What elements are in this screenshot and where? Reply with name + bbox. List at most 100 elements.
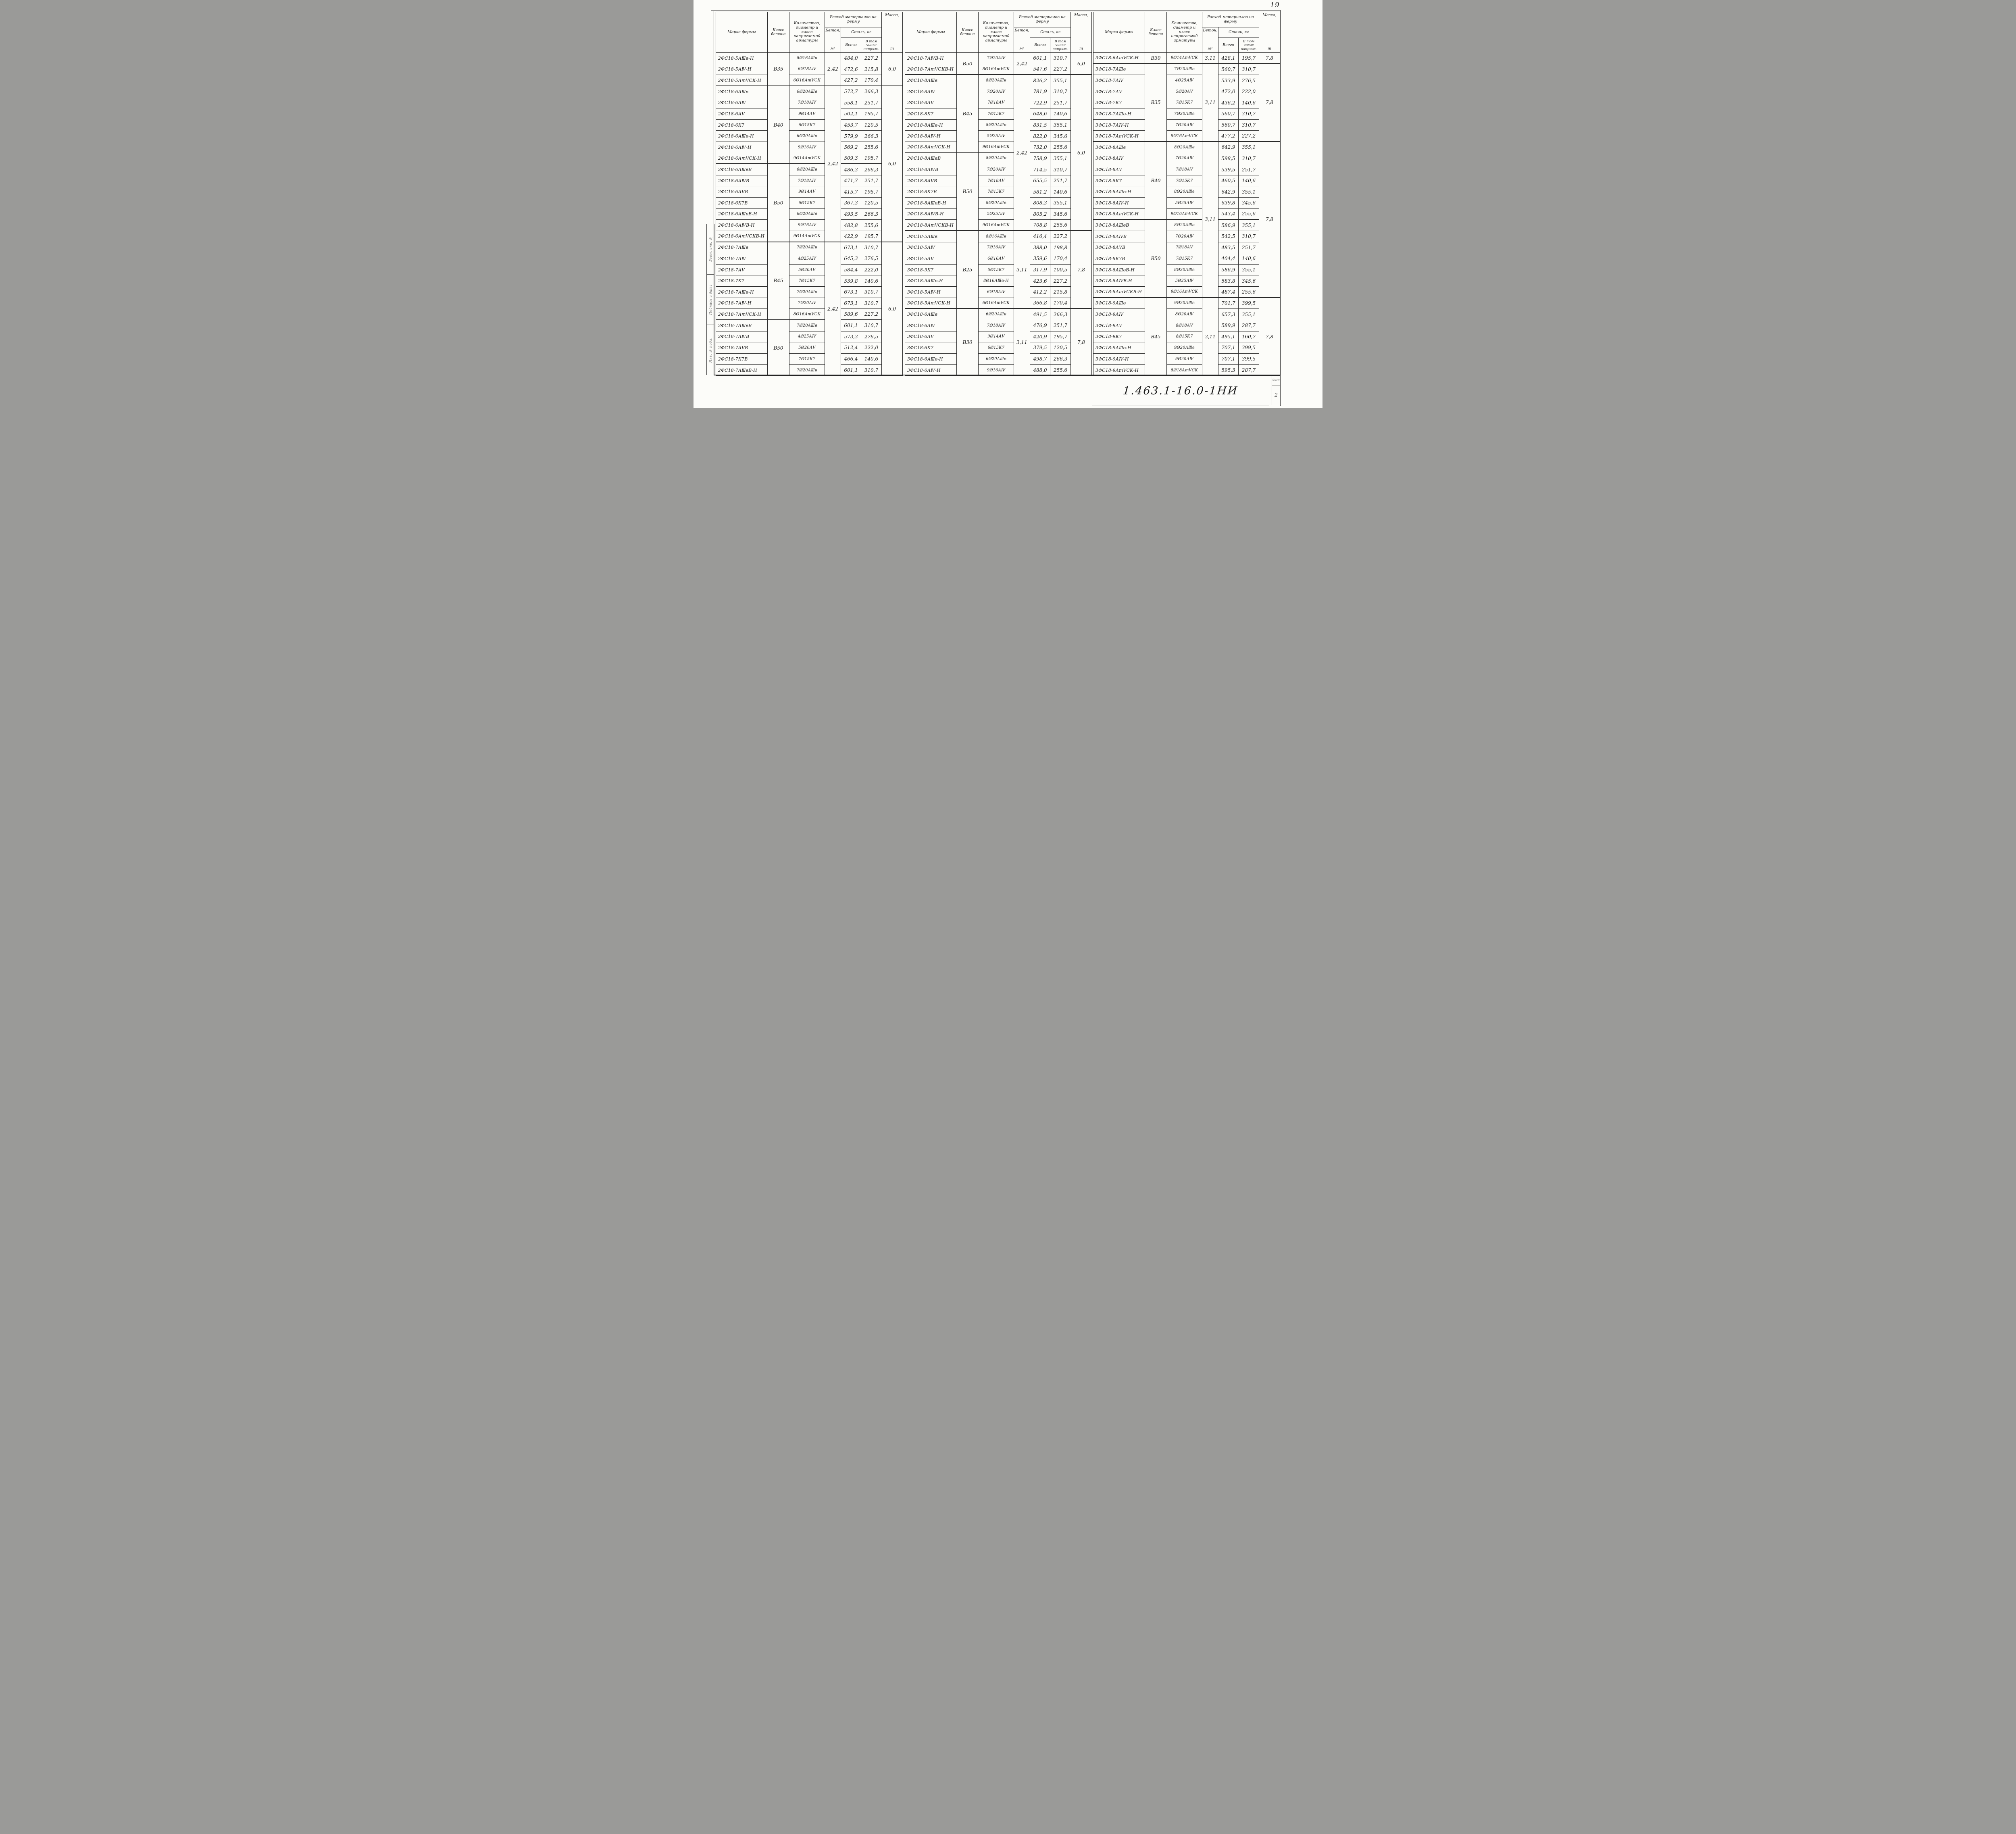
steel-total-cell: 560,7 — [1218, 119, 1239, 131]
reinforcement-cell: 6Ø15К7 — [789, 119, 825, 131]
steel-prestressed-cell: 266,3 — [861, 131, 882, 142]
reinforcement-cell: 9Ø20АⅣ — [1167, 353, 1202, 365]
mass-cell: 6,0 — [1071, 75, 1091, 231]
steel-total-cell: 579,9 — [841, 131, 861, 142]
truss-mark-cell: 2ФС18-8АⅢвВ-Н — [905, 198, 957, 209]
truss-mark-cell: 3ФС18-6АⅢв — [905, 309, 957, 320]
steel-prestressed-cell: 276,5 — [861, 253, 882, 265]
steel-prestressed-cell: 170,4 — [861, 75, 882, 86]
header-concrete-top: Бетон, — [825, 28, 840, 33]
title-block-sheet-box: Лист 2 — [1272, 375, 1281, 405]
reinforcement-cell: 7Ø20АⅣ — [1167, 153, 1202, 165]
truss-mark-cell: 3ФС18-5АⅤ — [905, 253, 957, 265]
steel-prestressed-cell: 255,6 — [1050, 142, 1071, 153]
steel-total-cell: 542,5 — [1218, 231, 1239, 242]
header-consumption: Расход материалов на ферму — [1014, 12, 1071, 27]
truss-mark-cell: 3ФС18-5АтⅤСК-Н — [905, 298, 957, 309]
header-steel: Сталь, кг — [1030, 27, 1071, 38]
steel-prestressed-cell: 255,6 — [861, 142, 882, 153]
truss-mark-cell: 3ФС18-7АⅢв-Н — [1093, 108, 1145, 120]
steel-total-cell: 708,8 — [1030, 220, 1050, 231]
steel-total-cell: 379,5 — [1030, 342, 1050, 354]
truss-mark-cell: 2ФС18-8АⅣ — [905, 86, 957, 98]
reinforcement-cell: 6Ø16АтⅤСК — [979, 298, 1014, 309]
concrete-class-cell: В25 — [957, 231, 979, 309]
steel-total-cell: 491,5 — [1030, 309, 1050, 320]
truss-mark-cell: 2ФС18-7АтⅤСК-Н — [716, 309, 768, 320]
scanned-spec-sheet: 19 Взам. инв. № Подпись и дата Инв. № по… — [694, 0, 1322, 408]
truss-mark-cell: 3ФС18-8АⅢвВ-Н — [1093, 264, 1145, 276]
truss-mark-cell: 3ФС18-9АтⅤСК-Н — [1093, 365, 1145, 376]
steel-total-cell: 601,1 — [841, 365, 861, 376]
reinforcement-cell: 8Ø15К7 — [1167, 331, 1202, 343]
steel-total-cell: 493,5 — [841, 208, 861, 220]
steel-prestressed-cell: 355,1 — [1050, 75, 1071, 86]
steel-prestressed-cell: 355,1 — [1050, 119, 1071, 131]
header-concrete-top: Бетон, — [1014, 28, 1029, 33]
reinforcement-cell: 8Ø16АⅢв-Н — [979, 275, 1014, 287]
truss-mark-cell: 2ФС18-6К7В — [716, 198, 768, 209]
steel-prestressed-cell: 140,6 — [861, 353, 882, 365]
steel-total-cell: 572,7 — [841, 86, 861, 98]
concrete-volume-cell: 3,11 — [1202, 64, 1218, 142]
steel-prestressed-cell: 310,7 — [861, 287, 882, 298]
steel-total-cell: 427,2 — [841, 75, 861, 86]
concrete-volume-cell: 3,11 — [1202, 142, 1218, 298]
truss-mark-cell: 3ФС18-7АтⅤСК-Н — [1093, 131, 1145, 142]
concrete-volume-cell: 2,42 — [825, 242, 841, 376]
reinforcement-cell: 8Ø20АⅢв — [979, 75, 1014, 86]
margin-cell: Инв. № подл. — [707, 325, 714, 375]
header-concrete-volume: Бетон, м³ — [1202, 27, 1218, 52]
steel-prestressed-cell: 222,0 — [861, 264, 882, 276]
steel-total-cell: 367,3 — [841, 198, 861, 209]
reinforcement-cell: 8Ø20АⅢв — [1167, 186, 1202, 198]
header-mass-bottom: т — [890, 46, 894, 51]
steel-prestressed-cell: 287,7 — [1239, 320, 1259, 331]
truss-mark-cell: 3ФС18-9АⅣ-Н — [1093, 353, 1145, 365]
steel-total-cell: 366,8 — [1030, 298, 1050, 309]
truss-mark-cell: 2ФС18-8АтⅤСКВ-Н — [905, 220, 957, 231]
reinforcement-cell: 7Ø18АⅣ — [789, 97, 825, 109]
truss-mark-cell: 3ФС18-6АⅣ-Н — [905, 365, 957, 376]
steel-total-cell: 732,0 — [1030, 142, 1050, 153]
concrete-volume-cell: 2,42 — [1014, 75, 1030, 231]
header-concrete-volume: Бетон, м³ — [825, 27, 841, 52]
reinforcement-cell: 9Ø14АⅤ — [789, 108, 825, 120]
header-reinforcement: Количество, диаметр и класс напрягаемой … — [789, 12, 825, 52]
concrete-class-cell: В35 — [1145, 64, 1167, 142]
header-concrete-top: Бетон, — [1203, 28, 1218, 33]
concrete-class-cell: В45 — [768, 242, 789, 320]
reinforcement-cell: 9Ø16АтⅤСК — [1167, 287, 1202, 298]
steel-prestressed-cell: 310,7 — [1239, 119, 1259, 131]
steel-total-cell: 422,9 — [841, 231, 861, 242]
steel-prestressed-cell: 266,3 — [861, 86, 882, 98]
truss-mark-cell: 3ФС18-5АⅣ — [905, 242, 957, 254]
steel-total-cell: 428,1 — [1218, 53, 1239, 64]
truss-mark-cell: 3ФС18-7К7 — [1093, 97, 1145, 109]
truss-mark-cell: 3ФС18-6АтⅤСК-Н — [1093, 53, 1145, 64]
steel-total-cell: 581,2 — [1030, 186, 1050, 198]
steel-total-cell: 423,6 — [1030, 275, 1050, 287]
concrete-volume-cell: 2,42 — [825, 53, 841, 86]
steel-prestressed-cell: 255,6 — [1050, 220, 1071, 231]
truss-mark-cell: 2ФС18-7АⅤ — [716, 264, 768, 276]
reinforcement-cell: 5Ø20АⅤ — [789, 342, 825, 354]
steel-prestressed-cell: 310,7 — [861, 298, 882, 309]
reinforcement-cell: 7Ø20АⅣ — [979, 86, 1014, 98]
truss-mark-cell: 3ФС18-9АⅢв — [1093, 298, 1145, 309]
steel-total-cell: 472,6 — [841, 64, 861, 75]
mass-cell: 6,0 — [882, 86, 902, 242]
mass-cell: 7,8 — [1259, 64, 1280, 142]
header-mark: Марка фермы — [716, 12, 768, 52]
steel-total-cell: 831,5 — [1030, 119, 1050, 131]
reinforcement-cell: 5Ø25АⅣ — [979, 131, 1014, 142]
header-consumption: Расход материалов на ферму — [1202, 12, 1259, 27]
steel-prestressed-cell: 255,6 — [861, 220, 882, 231]
steel-prestressed-cell: 310,7 — [861, 365, 882, 376]
truss-mark-cell: 2ФС18-6АⅤВ — [716, 186, 768, 198]
steel-total-cell: 483,5 — [1218, 242, 1239, 254]
header-steel-total: Всего — [1030, 38, 1050, 52]
steel-total-cell: 714,5 — [1030, 164, 1050, 175]
steel-total-cell: 657,3 — [1218, 309, 1239, 320]
reinforcement-cell: 7Ø16АⅣ — [979, 242, 1014, 254]
